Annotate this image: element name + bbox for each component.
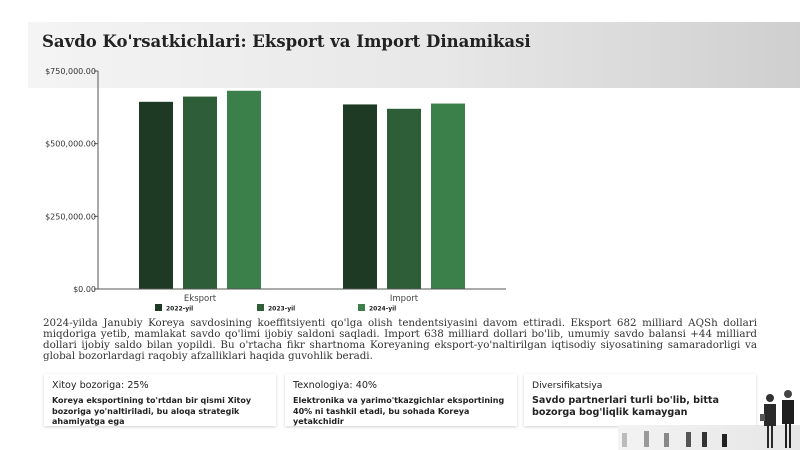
bar-eksport-2024-yil [227, 90, 261, 289]
legend-label: 2024-yil [369, 306, 396, 313]
bar-chart: $0.00 $250,000.00 $500,000.00 $750,000.00 E… [45, 67, 506, 313]
y-axis: $0.00 $250,000.00 $500,000.00 $750,000.00 [45, 67, 99, 294]
bar-import-2022-yil [343, 104, 377, 289]
decor-shape [702, 432, 707, 447]
decorative-photo-strip [618, 425, 800, 450]
legend-swatch [155, 304, 162, 311]
business-people-illustration [760, 390, 794, 448]
x-category-label: Import [390, 294, 419, 304]
bar-import-2023-yil [387, 108, 421, 289]
y-tick-label: $750,000.00 [45, 67, 96, 76]
card-text: Elektronika va yarimo'tkazgichlar ekspor… [293, 396, 505, 426]
legend-swatch [257, 304, 264, 311]
legend-label: 2022-yil [166, 306, 193, 313]
decor-shape [686, 432, 691, 447]
chart-legend: 2022-yil 2023-yil 2024-yil [155, 304, 396, 313]
card-title: Texnologiya: 40% [293, 380, 378, 391]
bar-eksport-2023-yil [183, 96, 217, 289]
insight-card-technology: Texnologiya: 40% Elektronika va yarimo't… [285, 374, 517, 426]
x-category-label: Eksport [184, 294, 217, 304]
card-text: Koreya eksportining to'rtdan bir qismi X… [52, 396, 252, 426]
card-text: Savdo partnerlari turli bo'lib, bitta bo… [532, 395, 719, 418]
page-title: Savdo Ko'rsatkichlari: Eksport va Import… [42, 32, 531, 51]
legend-swatch [358, 304, 365, 311]
y-tick-label: $500,000.00 [45, 140, 96, 149]
y-tick-label: $0.00 [73, 285, 96, 294]
insight-card-diversification: Diversifikatsiya Savdo partnerlari turli… [524, 374, 756, 426]
x-axis: Eksport Import [98, 288, 506, 304]
decor-shape [722, 434, 727, 447]
decor-shape [644, 431, 649, 447]
y-tick-label: $250,000.00 [45, 212, 96, 221]
header-band [28, 22, 800, 88]
legend-label: 2023-yil [268, 306, 295, 313]
summary-paragraph: 2024-yilda Janubiy Koreya savdosining ko… [43, 317, 757, 362]
card-title: Diversifikatsiya [532, 380, 603, 391]
bars-group [139, 90, 465, 290]
insight-card-china: Xitoy bozoriga: 25% Koreya eksportining … [44, 374, 276, 426]
bar-eksport-2022-yil [139, 101, 173, 289]
bar-import-2024-yil [431, 103, 465, 290]
decor-shape [664, 433, 669, 447]
card-title: Xitoy bozoriga: 25% [52, 380, 149, 391]
decor-shape [622, 433, 627, 447]
